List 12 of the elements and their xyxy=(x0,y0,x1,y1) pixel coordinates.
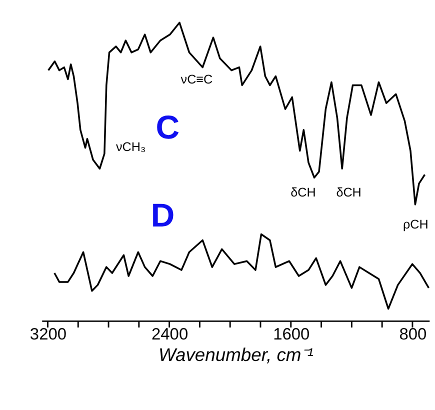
annotation: νCH₃ xyxy=(116,140,146,154)
series-label: C xyxy=(156,108,180,146)
x-tick-label: 800 xyxy=(399,326,427,344)
x-tick-label: 3200 xyxy=(30,326,67,344)
annotation: δCH xyxy=(290,186,316,200)
x-axis-title: Wavenumber, cm⁻¹ xyxy=(158,344,314,365)
annotation: νC≡C xyxy=(180,72,213,86)
series-label: D xyxy=(150,196,175,234)
annotation: ρCH xyxy=(402,218,428,232)
x-tick-label: 1600 xyxy=(273,326,310,344)
x-tick-label: 2400 xyxy=(151,326,188,344)
annotation: δCH xyxy=(336,186,362,200)
